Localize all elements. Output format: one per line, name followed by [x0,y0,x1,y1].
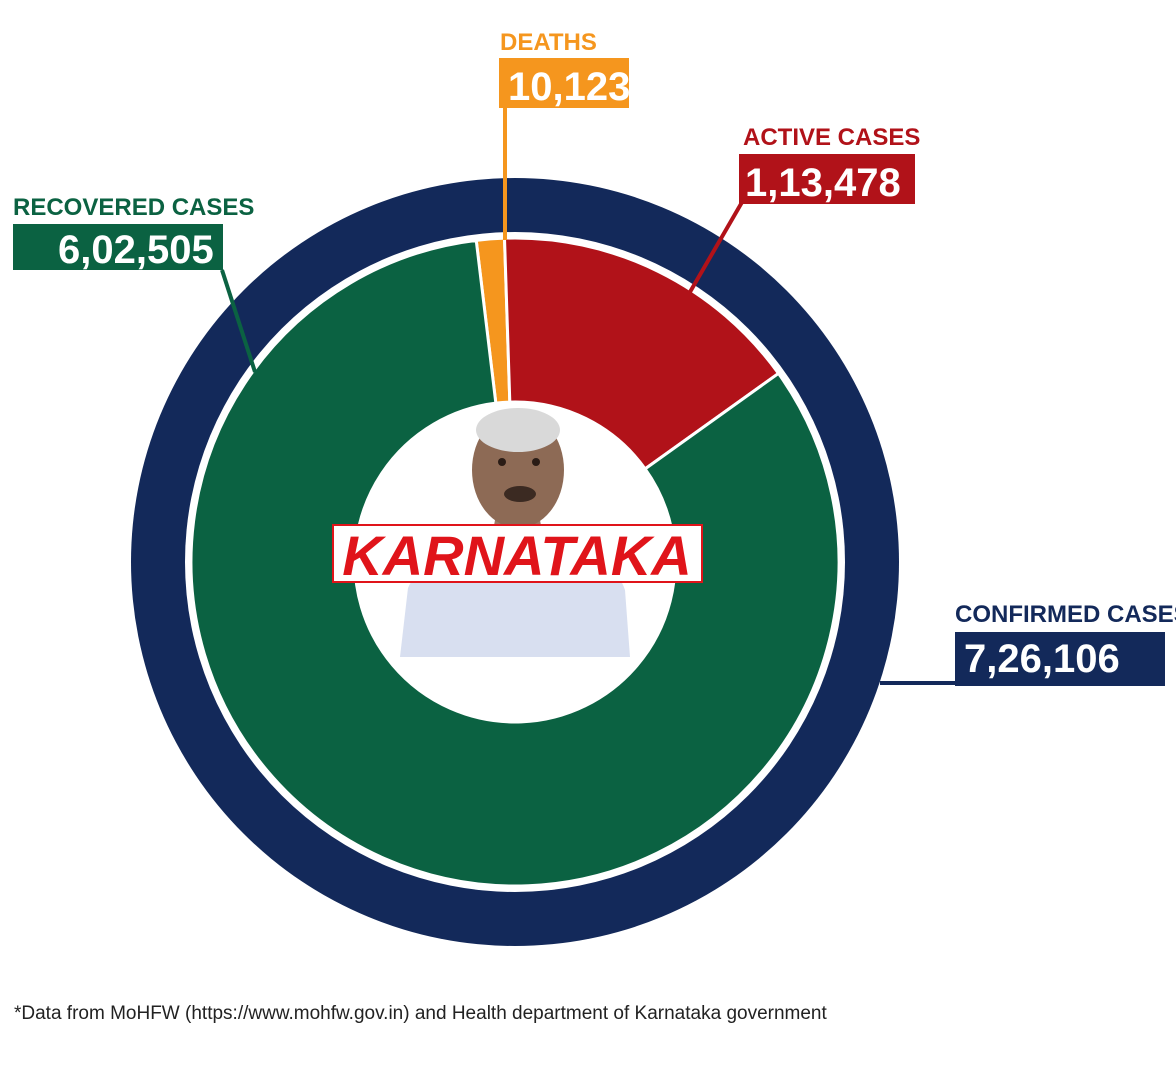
source-footnote: *Data from MoHFW (https://www.mohfw.gov.… [14,1003,827,1024]
recovered-value: 6,02,505 [58,228,214,272]
active-label: ACTIVE CASES [743,124,920,151]
active-value: 1,13,478 [745,161,901,205]
deaths-value: 10,123 [508,65,630,109]
recovered-callout: RECOVERED CASES 6,02,505 [13,194,254,272]
portrait-eye-left [498,458,506,466]
active-leader-line [688,195,747,294]
deaths-label: DEATHS [500,29,597,56]
confirmed-value-box [955,632,1165,686]
center-title: KARNATAKA [342,524,691,587]
recovered-label: RECOVERED CASES [13,194,254,221]
active-value-box [739,154,915,204]
center-title-box [332,524,703,583]
confirmed-label: CONFIRMED CASES [955,601,1176,628]
portrait-eye-right [532,458,540,466]
confirmed-value: 7,26,106 [964,637,1120,681]
deaths-value-box [499,58,629,108]
recovered-leader-line [220,269,257,373]
active-callout: ACTIVE CASES 1,13,478 [739,124,920,205]
confirmed-callout: CONFIRMED CASES 7,26,106 [955,601,1176,686]
recovered-value-box [13,224,223,270]
portrait-hair [476,408,560,452]
deaths-callout: DEATHS 10,123 [499,29,630,109]
portrait-mouth [504,486,536,502]
